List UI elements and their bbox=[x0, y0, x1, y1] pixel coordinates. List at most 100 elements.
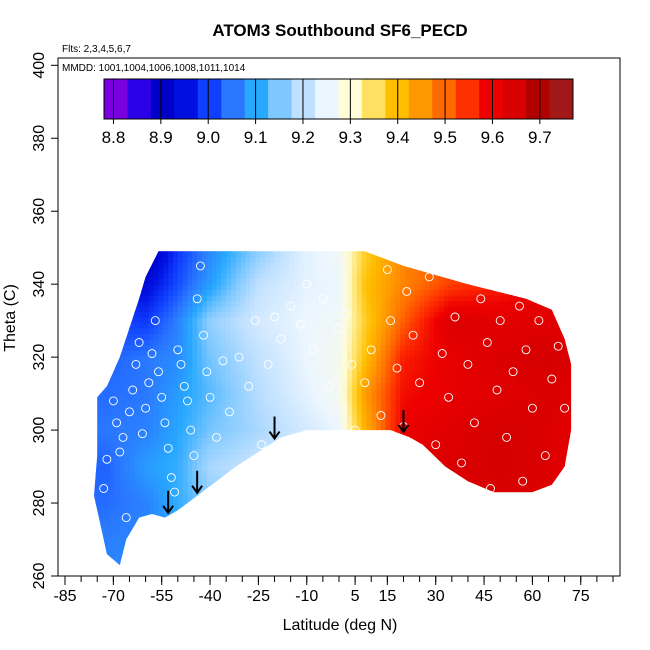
field-cell bbox=[376, 508, 382, 515]
field-cell bbox=[269, 251, 276, 252]
field-cell bbox=[94, 300, 97, 307]
field-cell bbox=[94, 295, 97, 302]
field-cell bbox=[361, 256, 367, 263]
field-cell bbox=[390, 437, 396, 444]
field-cell bbox=[269, 475, 276, 482]
field-cell bbox=[332, 519, 338, 526]
field-cell bbox=[139, 541, 145, 548]
field-cell bbox=[289, 300, 295, 307]
field-cell bbox=[100, 399, 106, 406]
field-cell bbox=[356, 404, 363, 411]
field-cell bbox=[458, 333, 464, 340]
field-cell bbox=[405, 552, 411, 559]
field-cell bbox=[148, 399, 155, 406]
field-cell bbox=[192, 366, 198, 373]
field-cell bbox=[385, 442, 392, 449]
field-cell bbox=[342, 530, 348, 537]
field-cell bbox=[177, 251, 184, 258]
field-cell bbox=[298, 475, 305, 482]
field-cell bbox=[119, 503, 126, 510]
field-cell bbox=[153, 267, 159, 274]
field-cell bbox=[327, 273, 334, 280]
field-cell bbox=[492, 399, 498, 406]
field-cell bbox=[94, 327, 97, 334]
field-cell bbox=[187, 415, 193, 422]
field-cell bbox=[139, 256, 145, 263]
field-cell bbox=[289, 546, 295, 553]
field-cell bbox=[129, 333, 135, 340]
field-cell bbox=[279, 300, 285, 307]
field-cell bbox=[337, 355, 343, 362]
field-cell bbox=[274, 481, 280, 488]
field-cell bbox=[110, 464, 116, 471]
field-cell bbox=[105, 546, 111, 553]
field-cell bbox=[95, 552, 101, 559]
field-cell bbox=[134, 410, 140, 417]
field-cell bbox=[467, 415, 474, 422]
field-cell bbox=[226, 492, 232, 499]
field-cell bbox=[260, 289, 266, 296]
field-cell bbox=[289, 404, 295, 411]
field-cell bbox=[414, 300, 421, 307]
field-cell bbox=[477, 344, 483, 351]
field-cell bbox=[289, 519, 295, 526]
field-cell bbox=[395, 393, 401, 400]
field-cell bbox=[458, 453, 464, 460]
field-cell bbox=[342, 284, 348, 291]
field-cell bbox=[477, 388, 483, 395]
field-cell bbox=[405, 289, 411, 296]
field-cell bbox=[492, 251, 498, 252]
field-cell bbox=[497, 552, 503, 559]
field-cell bbox=[409, 333, 416, 340]
field-cell bbox=[192, 475, 198, 482]
field-cell bbox=[438, 349, 445, 356]
field-cell bbox=[318, 267, 324, 274]
field-cell bbox=[467, 453, 474, 460]
field-cell bbox=[105, 371, 111, 378]
field-cell bbox=[211, 486, 218, 493]
field-cell bbox=[95, 519, 101, 526]
field-cell bbox=[139, 530, 145, 537]
field-cell bbox=[424, 399, 430, 406]
field-cell bbox=[400, 404, 406, 411]
field-cell bbox=[115, 470, 121, 477]
field-cell bbox=[95, 399, 101, 406]
field-cell bbox=[327, 492, 334, 499]
field-cell bbox=[192, 333, 198, 340]
field-cell bbox=[95, 431, 101, 438]
field-cell bbox=[115, 300, 121, 307]
field-cell bbox=[163, 289, 169, 296]
field-cell bbox=[231, 311, 237, 318]
field-cell bbox=[192, 557, 198, 564]
field-cell bbox=[187, 355, 193, 362]
field-cell bbox=[206, 563, 213, 566]
field-cell bbox=[124, 355, 130, 362]
field-cell bbox=[385, 251, 392, 258]
field-cell bbox=[395, 431, 401, 438]
field-cell bbox=[289, 421, 295, 428]
field-cell bbox=[366, 295, 372, 302]
field-cell bbox=[405, 519, 411, 526]
field-cell bbox=[139, 486, 145, 493]
field-cell bbox=[472, 519, 479, 526]
field-cell bbox=[467, 262, 474, 269]
field-cell bbox=[438, 535, 445, 542]
field-cell bbox=[255, 546, 261, 553]
field-cell bbox=[472, 388, 479, 395]
field-cell bbox=[492, 453, 498, 460]
field-cell bbox=[216, 393, 222, 400]
field-cell bbox=[337, 508, 343, 515]
field-cell bbox=[342, 410, 348, 417]
field-cell bbox=[472, 541, 479, 548]
field-cell bbox=[419, 322, 425, 329]
field-cell bbox=[274, 267, 280, 274]
field-cell bbox=[405, 431, 411, 438]
field-cell bbox=[318, 410, 324, 417]
field-cell bbox=[477, 459, 483, 466]
field-cell bbox=[424, 541, 430, 548]
field-cell bbox=[356, 453, 363, 460]
field-cell bbox=[482, 289, 488, 296]
field-cell bbox=[327, 322, 334, 329]
field-cell bbox=[497, 437, 503, 444]
field-cell bbox=[129, 557, 135, 564]
